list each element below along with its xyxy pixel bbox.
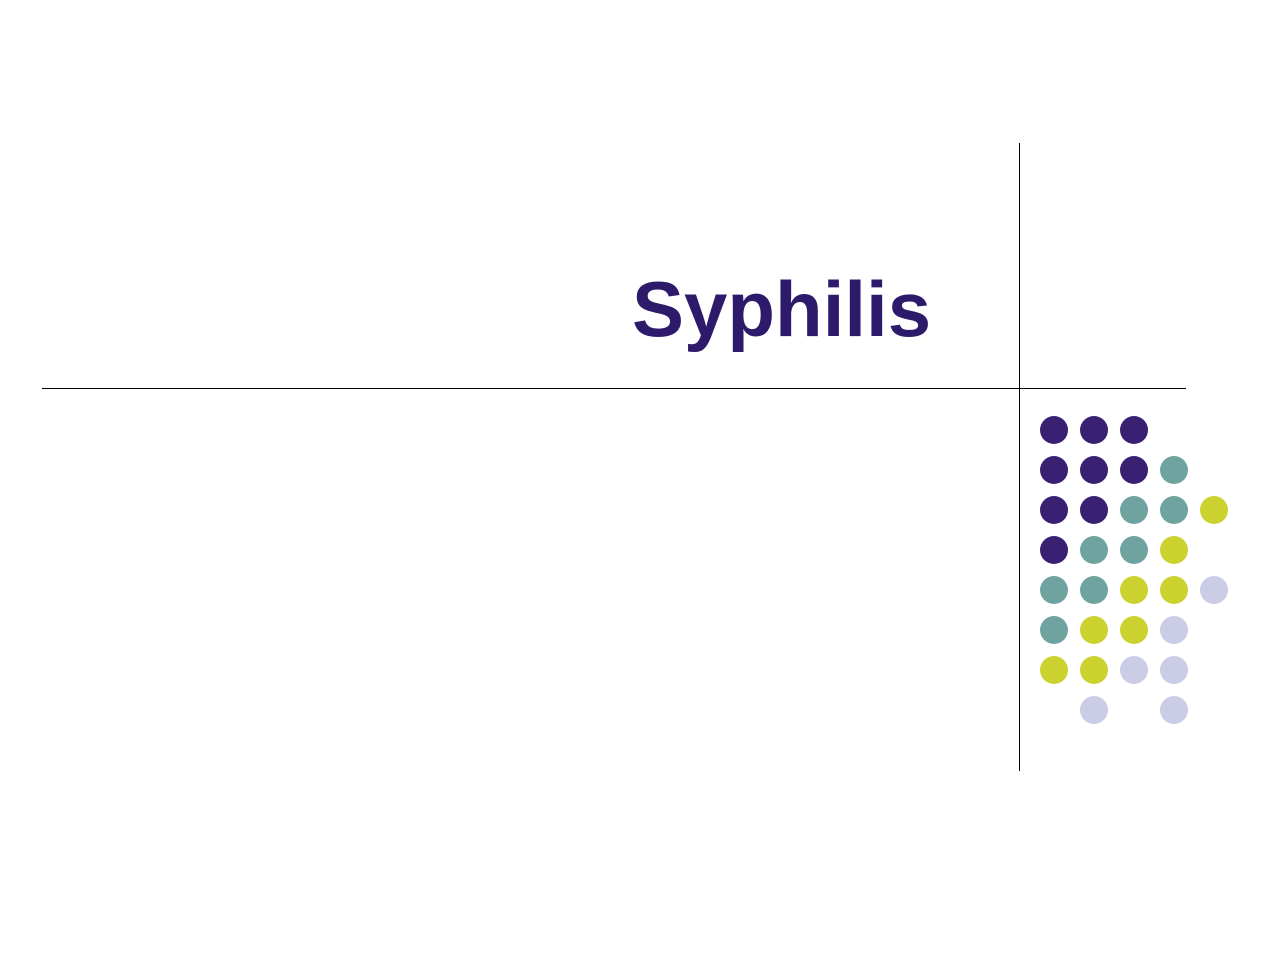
dot-icon [1120,416,1148,444]
dot-icon [1040,416,1068,444]
dot-icon [1160,536,1188,564]
slide-container: Syphilis [0,0,1280,960]
dot-icon [1160,616,1188,644]
dot-icon [1040,576,1068,604]
dot-icon [1160,496,1188,524]
dot-icon [1080,616,1108,644]
horizontal-divider [42,388,1186,389]
dot-icon [1200,576,1228,604]
dot-icon [1080,696,1108,724]
dot-icon [1120,616,1148,644]
dot-icon [1200,496,1228,524]
dot-icon [1040,456,1068,484]
slide-title: Syphilis [632,264,931,355]
dot-icon [1160,656,1188,684]
dot-icon [1120,536,1148,564]
dot-icon [1080,416,1108,444]
dot-icon [1080,656,1108,684]
dot-icon [1080,456,1108,484]
dot-icon [1080,536,1108,564]
dot-icon [1120,496,1148,524]
dot-icon [1040,656,1068,684]
dot-icon [1040,616,1068,644]
dot-icon [1040,496,1068,524]
vertical-divider [1019,143,1020,771]
dot-icon [1120,576,1148,604]
dot-icon [1160,576,1188,604]
dot-icon [1120,456,1148,484]
dot-icon [1120,656,1148,684]
dot-icon [1080,496,1108,524]
dot-icon [1160,456,1188,484]
dot-icon [1080,576,1108,604]
dot-icon [1160,696,1188,724]
dot-icon [1040,536,1068,564]
